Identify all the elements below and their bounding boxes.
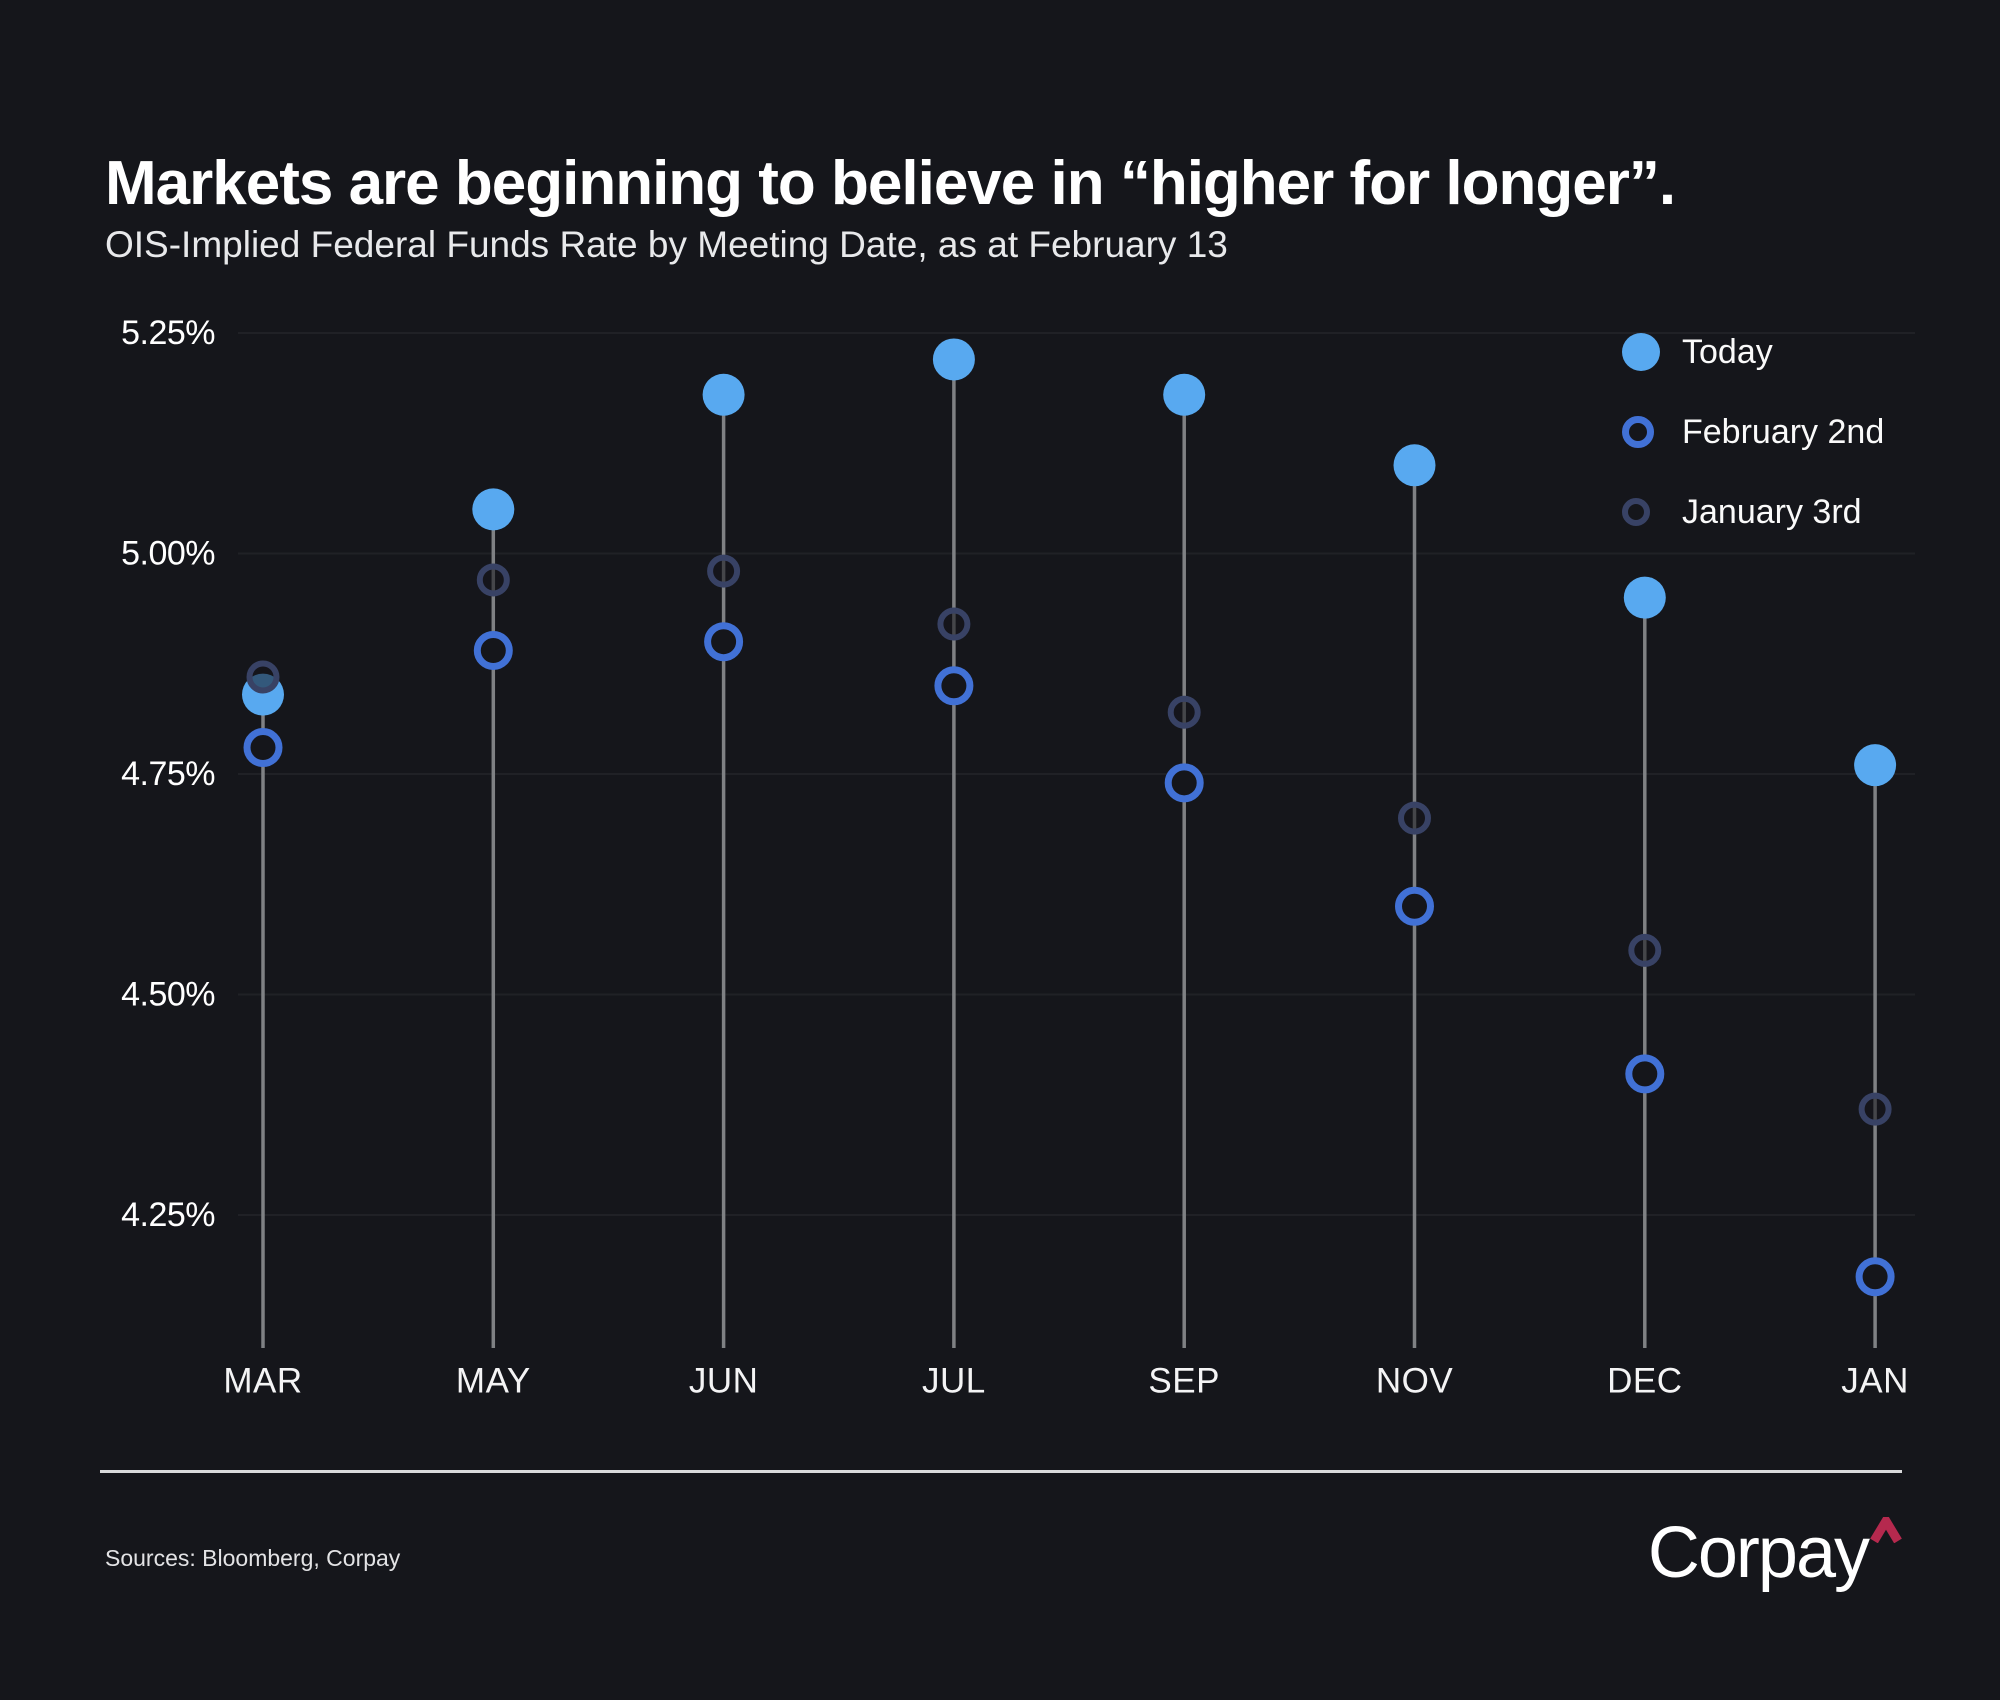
- y-axis-tick-label: 4.50%: [121, 976, 215, 1014]
- x-axis-month-label: SEP: [1148, 1362, 1220, 1401]
- legend-label: February 2nd: [1682, 412, 1885, 451]
- data-point-february-2nd: [473, 631, 513, 671]
- data-point-january-3rd: [1858, 1092, 1892, 1126]
- x-axis-month-label: JUN: [689, 1362, 759, 1401]
- data-point-today: [472, 488, 515, 531]
- data-point-february-2nd: [934, 666, 974, 706]
- corpay-logo: Corpay: [1647, 1512, 1902, 1594]
- today-dot-icon: [1622, 333, 1660, 371]
- data-point-january-3rd: [1167, 695, 1201, 729]
- corpay-wordmark: Corpay: [1647, 1513, 1870, 1593]
- chart-title: Markets are beginning to believe in “hig…: [105, 149, 1676, 218]
- data-point-february-2nd: [243, 728, 283, 768]
- x-axis-month-label: NOV: [1376, 1362, 1454, 1401]
- data-point-today: [1854, 744, 1897, 787]
- data-point-february-2nd: [1855, 1257, 1895, 1297]
- data-point-today: [702, 373, 745, 416]
- legend-item-today: Today: [1622, 312, 1884, 392]
- data-point-february-2nd: [704, 622, 744, 662]
- y-axis-tick-label: 4.75%: [121, 755, 215, 793]
- data-point-january-3rd: [1628, 933, 1662, 967]
- footer-divider: [100, 1470, 1902, 1473]
- y-axis-tick-label: 4.25%: [121, 1196, 215, 1234]
- data-point-february-2nd: [1625, 1054, 1665, 1094]
- data-point-january-3rd: [937, 607, 971, 641]
- data-point-today: [932, 338, 975, 381]
- data-point-today: [1623, 576, 1666, 619]
- legend-item-january-3rd: January 3rd: [1622, 472, 1884, 552]
- y-axis-tick-label: 5.00%: [121, 535, 215, 573]
- data-point-february-2nd: [1395, 886, 1434, 926]
- data-point-february-2nd: [1164, 763, 1204, 803]
- legend-label: January 3rd: [1682, 492, 1862, 531]
- data-point-january-3rd: [707, 554, 741, 588]
- legend: Today February 2nd January 3rd: [1622, 312, 1884, 552]
- january-3rd-ring-icon: [1622, 498, 1650, 526]
- x-axis-month-label: DEC: [1607, 1362, 1682, 1401]
- legend-item-february-2nd: February 2nd: [1622, 392, 1884, 472]
- sources-note: Sources: Bloomberg, Corpay: [105, 1545, 401, 1571]
- data-point-january-3rd: [476, 563, 510, 597]
- legend-label: Today: [1682, 332, 1773, 371]
- x-axis-month-label: MAY: [456, 1362, 531, 1401]
- x-axis-month-label: MAR: [223, 1362, 302, 1401]
- lollipop-chart: 5.25% 5.00% 4.75% 4.50% 4.25% MAR MAY JUN JUL SEP…: [121, 314, 1915, 1401]
- x-axis-month-label: JUL: [922, 1362, 986, 1401]
- chart-subtitle: OIS-Implied Federal Funds Rate by Meetin…: [105, 224, 1228, 265]
- y-axis-tick-label: 5.25%: [121, 314, 215, 352]
- data-point-january-3rd: [1398, 801, 1431, 835]
- data-point-today: [1163, 373, 1206, 416]
- x-axis-month-label: JAN: [1841, 1362, 1909, 1401]
- data-point-today: [1393, 444, 1436, 487]
- data-point-january-3rd: [246, 660, 280, 694]
- corpay-caret-icon: [1870, 1512, 1902, 1544]
- february-2nd-ring-icon: [1622, 416, 1654, 448]
